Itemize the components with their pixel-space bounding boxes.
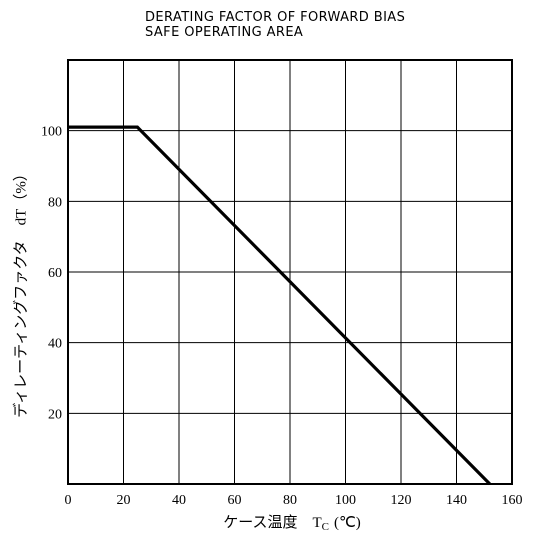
- x-tick-label-20: 20: [117, 493, 131, 508]
- y-tick-label-60: 60: [48, 266, 62, 281]
- x-axis-label: ケース温度 TC (℃): [223, 514, 361, 533]
- x-tick-label-100: 100: [335, 493, 356, 508]
- series-layer: [68, 125, 491, 486]
- grid-lines: [68, 60, 512, 484]
- x-tick-labels: 0 20 40 60 80 100 120 140 160: [65, 493, 523, 508]
- x-tick-label-60: 60: [228, 493, 242, 508]
- x-axis-label-main: ケース温度 T: [223, 514, 321, 531]
- x-tick-label-0: 0: [65, 493, 72, 508]
- x-tick-label-140: 140: [446, 493, 467, 508]
- y-tick-label-40: 40: [48, 337, 62, 352]
- y-tick-label-100: 100: [41, 125, 62, 140]
- x-tick-label-160: 160: [502, 493, 523, 508]
- y-axis-label: ディレーティングファクタ dT（%）: [11, 166, 29, 418]
- chart-title-line-1: DERATING FACTOR OF FORWARD BIAS: [145, 10, 406, 25]
- y-tick-labels: 20 40 60 80 100: [41, 125, 62, 423]
- x-tick-label-80: 80: [283, 493, 297, 508]
- chart-title: DERATING FACTOR OF FORWARD BIAS SAFE OPE…: [145, 10, 405, 40]
- y-tick-label-20: 20: [48, 407, 62, 422]
- y-tick-label-80: 80: [48, 195, 62, 210]
- x-tick-label-120: 120: [391, 493, 412, 508]
- chart-title-line-2: SAFE OPERATING AREA: [145, 25, 304, 40]
- series-line-0: [68, 125, 491, 486]
- x-axis-label-subscript: C: [322, 521, 329, 533]
- x-tick-label-40: 40: [172, 493, 186, 508]
- x-axis-label-unit: (℃): [334, 515, 361, 531]
